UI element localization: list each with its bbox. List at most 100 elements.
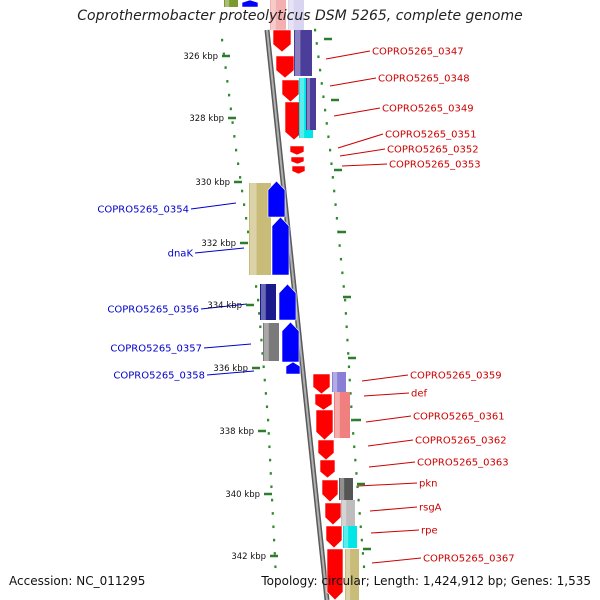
tick-dot [258,312,261,315]
tick-dot [228,93,231,97]
leader-line [357,482,418,487]
tick-dot [334,203,337,206]
gene-label-left: COPRO5265_0357 [110,344,202,355]
gene-label-right: COPRO5265_0349 [382,104,474,115]
tick-dot [362,565,366,569]
tick-dot [221,38,224,42]
gene-label-right: COPRO5265_0363 [417,458,509,469]
tick-label: 334 kbp [207,301,242,311]
leader-line [368,461,416,468]
tick-dot [353,445,356,449]
leader-line [200,303,248,310]
tick-dot [267,432,270,435]
tick-dot [261,352,264,355]
gene-label-right: COPRO5265_0362 [415,436,507,447]
leader-line [194,247,245,254]
tick-dot [274,565,277,569]
leader-line [365,415,412,423]
backbone-highlight [266,29,328,600]
cog-box-gray [263,323,279,361]
forward-cds-arrow [312,373,331,395]
tick-dot [314,28,317,32]
label-leader-lines [190,50,422,564]
tick-dot [315,42,318,45]
tick-dot [352,432,355,435]
leader-line [363,392,410,397]
tick-dot [331,176,334,179]
cog-box-lavender [332,372,346,392]
tick-dot [356,485,359,489]
leader-line [206,370,255,376]
tick-dot [347,365,351,369]
reverse-cds-arrow [278,283,297,321]
tick-dot [260,338,263,342]
tick-dot [346,338,349,342]
tick-dot [239,176,242,179]
tick-dot [241,189,244,193]
tick-label: 340 kbp [225,490,260,500]
tick-dot [264,392,267,395]
tick-dot [342,285,345,288]
tick-dot [270,485,273,489]
tick-dot [325,122,328,125]
tick-dot [263,378,266,382]
leader-line [337,133,384,149]
tick-dot [355,472,358,475]
topology-text: Topology: circular; Length: 1,424,912 bp… [261,574,591,588]
gene-labels: COPRO5265_0347 COPRO5265_0348 COPRO5265_03… [97,47,514,565]
leader-line [367,439,414,447]
gene-label-right: rsgA [419,503,442,514]
tick-dot [229,107,232,111]
tick-dot [319,68,322,72]
leader-line [339,148,386,157]
gene-label-right: COPRO5265_0353 [389,160,481,171]
gene-label-right: COPRO5265_0347 [372,47,464,58]
scale-ticks: 326 kbp 328 kbp 330 kbp 332 kbp 334 kbp 336 k… [183,37,371,562]
tick-dot [361,552,365,555]
cog-box-lavender [288,0,304,30]
tick-dot [273,538,276,542]
gene-label-right: def [411,389,428,400]
gene-label-right: pkn [419,479,437,490]
forward-cds-arrow [291,165,306,175]
tick-dot [317,55,320,59]
tick-label: 342 kbp [231,552,266,562]
cog-box-pink [334,392,350,438]
tick-dot [255,285,258,288]
tick-dot [329,148,332,152]
leader-line [203,343,252,349]
tick-dot [333,189,336,193]
leader-line [329,77,377,87]
forward-cds-arrow [281,79,300,103]
leader-line [371,557,422,564]
tick-label: 326 kbp [183,52,218,62]
tick-dot [338,244,341,247]
cog-box-olive-green [224,0,238,7]
cog-box-dark-blue [260,284,276,320]
tick-dot [357,498,360,502]
tick-dot [272,525,275,529]
tick-dot [243,203,246,206]
tick-dot [344,298,347,302]
forward-cds-arrow [290,156,305,165]
leader-line [325,50,371,60]
tick-dot [267,418,270,422]
tick-dot [224,66,227,69]
gene-label-right: COPRO5265_0359 [410,371,502,382]
gene-label-right: COPRO5265_0361 [413,412,505,423]
tick-label: 336 kbp [213,364,248,374]
tick-dot [222,52,225,56]
reverse-cds-arrow [281,321,300,363]
leader-line [370,529,420,534]
forward-cds-arrow [314,393,333,411]
tick-dot [350,405,353,409]
tick-dot [335,216,339,220]
cog-box-light-gray [341,500,355,526]
tick-dot [269,458,272,462]
tick-dot [358,512,361,515]
forward-cds-arrow [317,439,335,461]
tick-dot [341,271,344,275]
reverse-cds-arrow [285,361,301,375]
tick-dot [320,82,323,85]
